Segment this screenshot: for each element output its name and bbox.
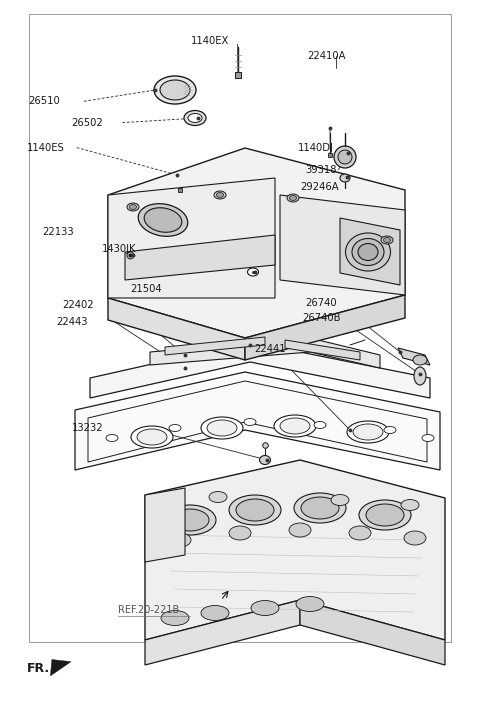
Text: 26740B: 26740B [302,313,341,323]
Ellipse shape [229,526,251,540]
Polygon shape [300,600,445,665]
Ellipse shape [159,496,177,508]
Polygon shape [145,460,445,640]
Polygon shape [108,298,245,360]
Polygon shape [285,340,360,360]
Ellipse shape [314,421,326,429]
Ellipse shape [422,434,434,441]
Text: REF.20-221B: REF.20-221B [118,605,179,615]
Ellipse shape [144,207,182,232]
Text: 1140ES: 1140ES [26,143,64,153]
Ellipse shape [216,193,224,198]
Ellipse shape [381,236,393,244]
Text: 21504: 21504 [131,284,162,294]
Ellipse shape [401,500,419,511]
Text: 1430JK: 1430JK [102,244,136,254]
Text: 13232: 13232 [72,423,104,433]
Ellipse shape [287,194,299,202]
Text: 26740: 26740 [305,298,336,308]
Ellipse shape [248,268,259,276]
Text: FR.: FR. [26,662,49,675]
Text: 29246A: 29246A [300,182,338,192]
Ellipse shape [366,504,404,526]
Ellipse shape [352,239,384,265]
Ellipse shape [160,80,190,100]
Ellipse shape [294,493,346,523]
Ellipse shape [214,191,226,199]
Ellipse shape [384,237,391,242]
Ellipse shape [413,355,427,365]
Ellipse shape [349,526,371,540]
Ellipse shape [280,418,310,434]
Ellipse shape [207,420,237,436]
Ellipse shape [130,205,136,210]
Ellipse shape [184,111,206,125]
Polygon shape [125,235,275,280]
Ellipse shape [346,233,391,271]
Ellipse shape [296,597,324,612]
Ellipse shape [229,495,281,525]
Polygon shape [245,295,405,360]
Ellipse shape [347,421,389,443]
Polygon shape [108,178,275,298]
Ellipse shape [137,429,167,445]
Text: 26502: 26502 [71,118,103,128]
Ellipse shape [127,203,139,211]
Ellipse shape [404,531,426,545]
Polygon shape [398,348,430,365]
Ellipse shape [201,417,243,439]
Polygon shape [145,488,185,562]
Text: 22441: 22441 [254,344,286,354]
Ellipse shape [131,426,173,448]
Polygon shape [280,195,405,295]
Polygon shape [108,148,405,338]
Polygon shape [75,372,440,470]
Text: 22410A: 22410A [307,51,346,61]
Ellipse shape [169,533,191,547]
Text: 39318: 39318 [305,165,336,175]
Ellipse shape [384,426,396,434]
Ellipse shape [353,424,383,440]
Polygon shape [50,660,71,676]
Ellipse shape [209,491,227,503]
Ellipse shape [201,605,229,620]
Ellipse shape [138,204,188,236]
Polygon shape [145,600,300,665]
Ellipse shape [251,600,279,615]
Ellipse shape [414,367,426,385]
Text: 1140DJ: 1140DJ [298,143,334,153]
Ellipse shape [340,174,350,182]
Ellipse shape [171,509,209,531]
Ellipse shape [359,500,411,530]
Text: 22443: 22443 [57,317,88,327]
Text: 22133: 22133 [42,227,74,237]
Ellipse shape [244,419,256,426]
Ellipse shape [338,150,352,164]
Ellipse shape [154,76,196,104]
Text: 1140EX: 1140EX [191,36,229,46]
Bar [29,14,451,642]
Ellipse shape [331,495,349,506]
Ellipse shape [289,523,311,537]
Ellipse shape [358,244,378,260]
Polygon shape [165,337,265,355]
Polygon shape [150,338,380,368]
Ellipse shape [301,497,339,519]
Ellipse shape [188,113,202,123]
Ellipse shape [161,610,189,625]
Ellipse shape [236,499,274,521]
Polygon shape [340,218,400,285]
Ellipse shape [274,415,316,437]
Ellipse shape [334,146,356,168]
Polygon shape [90,342,430,398]
Ellipse shape [164,505,216,535]
Ellipse shape [106,434,118,441]
Ellipse shape [289,195,297,200]
Ellipse shape [169,424,181,431]
Text: 26510: 26510 [28,96,60,106]
Ellipse shape [260,456,271,464]
Text: 22402: 22402 [62,300,94,310]
